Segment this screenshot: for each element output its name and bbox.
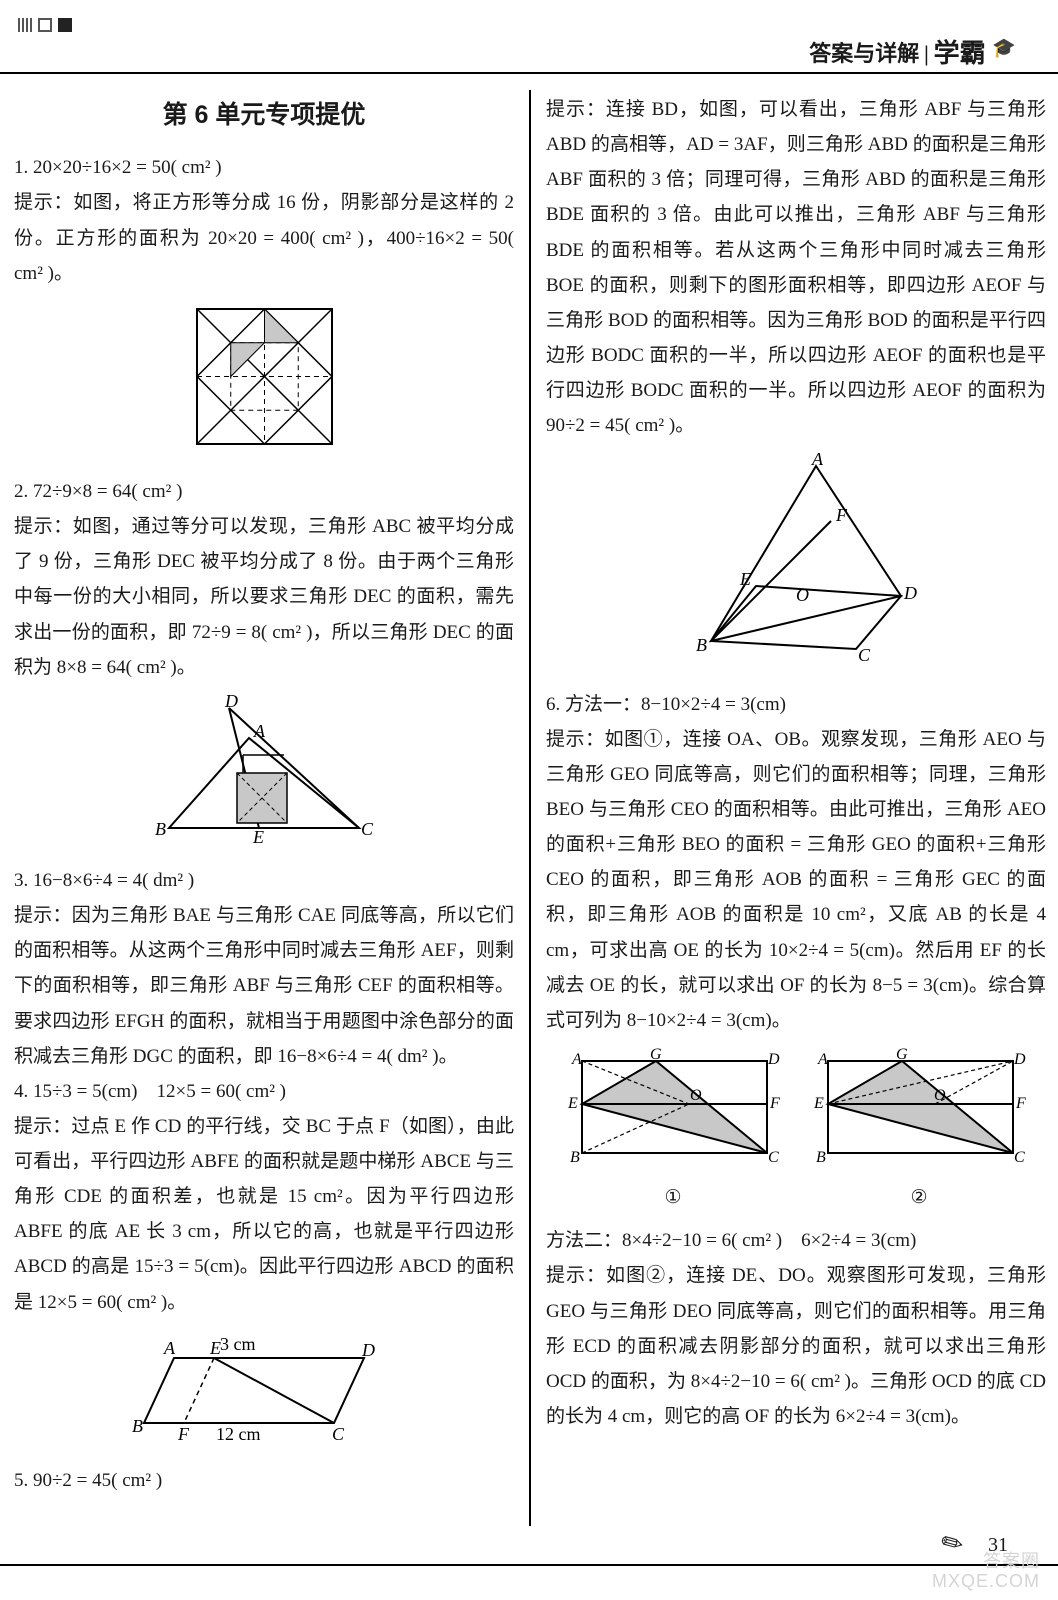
rect-diagram-2: A G D E O F B C [810,1046,1028,1166]
svg-text:E: E [739,569,751,589]
figure-2: D A B E C [14,693,514,855]
svg-text:B: B [132,1416,143,1436]
problem-number: 1. [14,157,28,178]
svg-text:D: D [1013,1051,1026,1068]
svg-text:O: O [934,1087,946,1104]
svg-text:A: A [163,1338,176,1358]
problem-equation: 15÷3 = 5(cm) 12×5 = 60( cm² ) [33,1081,286,1102]
left-column: 第 6 单元专项提优 1. 20×20÷16×2 = 50( cm² ) 提示：… [14,92,514,1498]
problem-number: 6. [546,694,560,715]
svg-text:C: C [768,1149,779,1166]
svg-text:A: A [817,1051,828,1068]
svg-text:B: B [816,1149,826,1166]
problem-6-m2: 方法二：8×4÷2−10 = 6( cm² ) 6×2÷4 = 3(cm) [546,1223,1046,1258]
problem-number: 5. [14,1470,28,1491]
fig-label-2: ② [810,1180,1028,1215]
svg-text:A: A [253,721,266,741]
problem-6-hint1: 提示：如图①，连接 OA、OB。观察发现，三角形 AEO 与三角形 GEO 同底… [546,722,1046,1038]
problem-equation: 20×20÷16×2 = 50( cm² ) [33,157,222,178]
problem-3-hint: 提示：因为三角形 BAE 与三角形 CAE 同底等高，所以它们的面积相等。从这两… [14,898,514,1074]
svg-text:3 cm: 3 cm [220,1334,256,1354]
svg-text:12 cm: 12 cm [216,1424,261,1443]
svg-text:C: C [1014,1149,1025,1166]
square-diagram [187,299,342,454]
problem-2-hint: 提示：如图，通过等分可以发现，三角形 ABC 被平均分成了 9 份，三角形 DE… [14,509,514,685]
header-brand: 学霸 [934,30,986,78]
page-header: 答案与详解 | 学霸 🎓 [0,30,1058,74]
method-1: 方法一：8−10×2÷4 = 3(cm) [565,694,786,715]
svg-text:F: F [769,1095,780,1112]
bottom-rule [0,1564,1058,1566]
problem-equation: 90÷2 = 45( cm² ) [33,1470,162,1491]
fig-label-1: ① [564,1180,782,1215]
triangle-diagram: D A B E C [149,693,379,843]
figure-5: A F E O D B C [546,451,1046,678]
figure-4: A E D B F C 3 cm 12 cm [14,1328,514,1455]
svg-text:B: B [155,819,166,839]
svg-text:G: G [650,1046,662,1063]
svg-text:A: A [811,451,824,469]
header-section-label: 答案与详解 [809,34,919,75]
svg-text:F: F [177,1424,190,1443]
problem-6-m1: 6. 方法一：8−10×2÷4 = 3(cm) [546,687,1046,722]
watermark: 答案圈MXQE.COM [932,1552,1040,1592]
svg-text:G: G [896,1046,908,1063]
figure-6-pair: A G D E O F B C ① A G D E O [546,1046,1046,1215]
svg-text:C: C [361,819,374,839]
svg-text:F: F [835,505,848,525]
parallelogram-triangle-diagram: A F E O D B C [666,451,926,666]
problem-number: 4. [14,1081,28,1102]
problem-number: 3. [14,870,28,891]
right-column: 提示：连接 BD，如图，可以看出，三角形 ABF 与三角形 ABD 的高相等，A… [546,92,1046,1434]
problem-4: 4. 15÷3 = 5(cm) 12×5 = 60( cm² ) [14,1074,514,1109]
svg-text:C: C [858,645,871,665]
problem-1: 1. 20×20÷16×2 = 50( cm² ) [14,150,514,185]
figure-6-1: A G D E O F B C ① [564,1046,782,1215]
svg-text:D: D [224,693,238,711]
figure-1 [14,299,514,466]
problem-2: 2. 72÷9×8 = 64( cm² ) [14,474,514,509]
svg-text:B: B [696,635,707,655]
svg-text:O: O [796,585,809,605]
problem-6-hint2: 提示：如图②，连接 DE、DO。观察图形可发现，三角形 GEO 与三角形 DEO… [546,1258,1046,1434]
unit-title: 第 6 单元专项提优 [14,92,514,138]
problem-1-hint: 提示：如图，将正方形等分成 16 份，阴影部分是这样的 2 份。正方形的面积为 … [14,185,514,290]
parallelogram-diagram: A E D B F C 3 cm 12 cm [124,1328,404,1443]
svg-text:O: O [690,1087,702,1104]
problem-equation: 16−8×6÷4 = 4( dm² ) [33,870,194,891]
rect-diagram-1: A G D E O F B C [564,1046,782,1166]
svg-text:D: D [903,583,917,603]
svg-text:F: F [1015,1095,1026,1112]
problem-equation: 72÷9×8 = 64( cm² ) [33,481,182,502]
figure-6-2: A G D E O F B C ② [810,1046,1028,1215]
svg-text:E: E [252,827,264,843]
graduation-cap-icon: 🎓 [992,31,1016,66]
svg-text:E: E [567,1095,578,1112]
problem-5: 5. 90÷2 = 45( cm² ) [14,1463,514,1498]
svg-text:A: A [571,1051,582,1068]
svg-text:D: D [767,1051,780,1068]
svg-text:B: B [570,1149,580,1166]
column-divider [529,90,531,1526]
svg-text:E: E [813,1095,824,1112]
svg-text:D: D [361,1340,375,1360]
svg-text:C: C [332,1424,345,1443]
problem-4-hint: 提示：过点 E 作 CD 的平行线，交 BC 于点 F（如图），由此可看出，平行… [14,1109,514,1320]
problem-3: 3. 16−8×6÷4 = 4( dm² ) [14,863,514,898]
problem-number: 2. [14,481,28,502]
problem-5-hint: 提示：连接 BD，如图，可以看出，三角形 ABF 与三角形 ABD 的高相等，A… [546,92,1046,443]
